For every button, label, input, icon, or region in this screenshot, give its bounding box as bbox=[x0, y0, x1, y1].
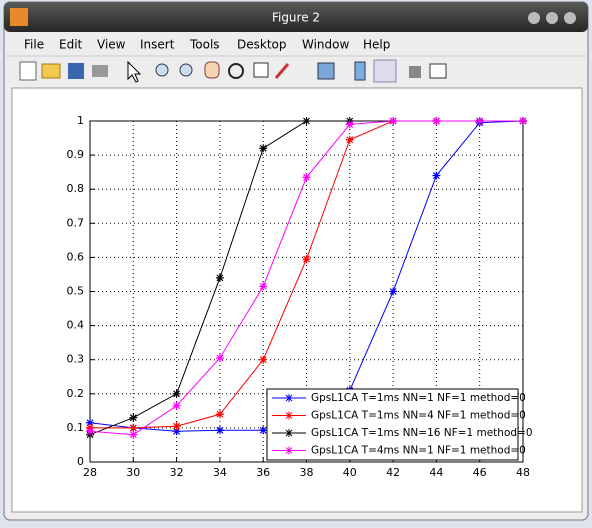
legend-marker bbox=[285, 429, 293, 437]
brush-button[interactable] bbox=[274, 63, 290, 79]
data-point bbox=[172, 401, 181, 410]
x-tick-label: 30 bbox=[126, 466, 140, 479]
legend-marker bbox=[285, 411, 293, 420]
plot: 0 0.1 0.2 0.3 0.4 0.5 0.6 0.7 0.8 0.9 1 28 30 32 34 36 3… bbox=[67, 114, 533, 479]
toolbar bbox=[19, 59, 447, 83]
menu-item[interactable]: Help bbox=[363, 38, 390, 52]
data-point bbox=[129, 423, 138, 432]
menu-bar: File Edit View Insert Tools Desktop Window Help bbox=[24, 38, 390, 52]
menu-item[interactable]: Insert bbox=[140, 38, 175, 52]
data-point bbox=[432, 171, 441, 180]
data-point bbox=[389, 287, 398, 296]
open-button[interactable] bbox=[41, 63, 61, 79]
data-point bbox=[345, 120, 354, 129]
y-tick-label: 0.2 bbox=[67, 387, 85, 400]
zoom-out-button[interactable] bbox=[179, 63, 193, 77]
y-tick-label: 0.8 bbox=[67, 182, 85, 195]
data-point bbox=[86, 427, 94, 436]
x-tick-label: 38 bbox=[300, 466, 314, 479]
x-tick-label: 28 bbox=[83, 466, 97, 479]
colorbar-button[interactable] bbox=[354, 61, 366, 81]
pan-button[interactable] bbox=[204, 61, 220, 79]
data-point bbox=[215, 273, 224, 282]
minimize-button[interactable] bbox=[528, 12, 540, 24]
maximize-button[interactable] bbox=[546, 12, 558, 24]
legend-marker bbox=[285, 446, 293, 455]
datacursor-button[interactable] bbox=[253, 62, 269, 78]
data-point bbox=[172, 389, 181, 398]
legend-marker bbox=[285, 394, 293, 402]
x-tick-label: 48 bbox=[516, 466, 530, 479]
y-tick-label: 0.1 bbox=[67, 421, 85, 434]
print-button[interactable] bbox=[92, 65, 108, 77]
legend-label: GpsL1CA T=1ms NN=4 NF=1 method=0 bbox=[311, 410, 526, 422]
data-point bbox=[215, 353, 224, 362]
legend: GpsL1CA T=1ms NN=1 NF=1 method=0 GpsL1CA … bbox=[266, 388, 533, 461]
y-tick-label: 0.6 bbox=[67, 250, 85, 263]
data-point bbox=[519, 117, 527, 125]
x-tick-label: 40 bbox=[343, 466, 357, 479]
y-tick-label: 0.5 bbox=[67, 285, 85, 298]
window-title: Figure 2 bbox=[272, 11, 320, 25]
menu-item[interactable]: Edit bbox=[59, 38, 83, 52]
data-point bbox=[172, 427, 181, 436]
menu-item[interactable]: File bbox=[24, 38, 44, 52]
legend-button[interactable] bbox=[373, 59, 397, 83]
y-tick-label: 0.7 bbox=[67, 216, 85, 229]
legend-label: GpsL1CA T=4ms NN=1 NF=1 method=0 bbox=[311, 445, 526, 457]
data-point bbox=[259, 355, 268, 364]
y-tick-label: 1 bbox=[77, 114, 84, 127]
data-point bbox=[86, 418, 94, 427]
menu-item[interactable]: Desktop bbox=[237, 38, 287, 52]
close-button[interactable] bbox=[564, 12, 576, 24]
y-tick-label: 0 bbox=[77, 455, 84, 468]
show-tools-button[interactable] bbox=[429, 63, 447, 79]
data-point bbox=[259, 282, 268, 291]
y-tick-label: 0.4 bbox=[67, 319, 85, 332]
x-tick-label: 32 bbox=[170, 466, 184, 479]
data-point bbox=[302, 255, 311, 264]
data-point bbox=[172, 422, 181, 431]
legend-box bbox=[266, 388, 519, 461]
legend-label: GpsL1CA T=1ms NN=1 NF=1 method=0 bbox=[311, 392, 526, 404]
app-icon bbox=[10, 8, 28, 26]
x-tick-label: 36 bbox=[256, 466, 270, 479]
data-point bbox=[302, 173, 311, 182]
x-tick-label: 46 bbox=[473, 466, 487, 479]
zoom-in-button[interactable] bbox=[155, 63, 169, 77]
link-button[interactable] bbox=[317, 62, 335, 80]
x-tick-label: 34 bbox=[213, 466, 227, 479]
data-point bbox=[215, 426, 224, 435]
data-point bbox=[129, 413, 138, 422]
x-tick-label: 44 bbox=[429, 466, 443, 479]
data-point bbox=[259, 144, 268, 153]
data-point bbox=[389, 117, 398, 125]
rotate-button[interactable] bbox=[228, 63, 244, 79]
menu-item[interactable]: View bbox=[97, 38, 126, 52]
data-point bbox=[475, 117, 484, 125]
pointer-button[interactable] bbox=[127, 60, 142, 83]
x-tick-label: 42 bbox=[386, 466, 400, 479]
menu-item[interactable]: Window bbox=[302, 38, 350, 52]
data-point bbox=[345, 135, 354, 144]
new-button[interactable] bbox=[19, 61, 37, 81]
y-tick-label: 0.3 bbox=[67, 353, 85, 366]
data-point bbox=[129, 430, 138, 439]
data-point bbox=[259, 426, 268, 435]
menu-item[interactable]: Tools bbox=[189, 38, 220, 52]
data-point bbox=[432, 117, 441, 125]
save-button[interactable] bbox=[68, 63, 84, 79]
data-point bbox=[302, 117, 311, 125]
legend-label: GpsL1CA T=1ms NN=16 NF=1 method=0 bbox=[311, 427, 533, 439]
title-bar bbox=[4, 2, 588, 32]
y-tick-label: 0.9 bbox=[67, 148, 85, 161]
hide-tools-button[interactable] bbox=[409, 66, 421, 78]
data-point bbox=[215, 410, 224, 419]
